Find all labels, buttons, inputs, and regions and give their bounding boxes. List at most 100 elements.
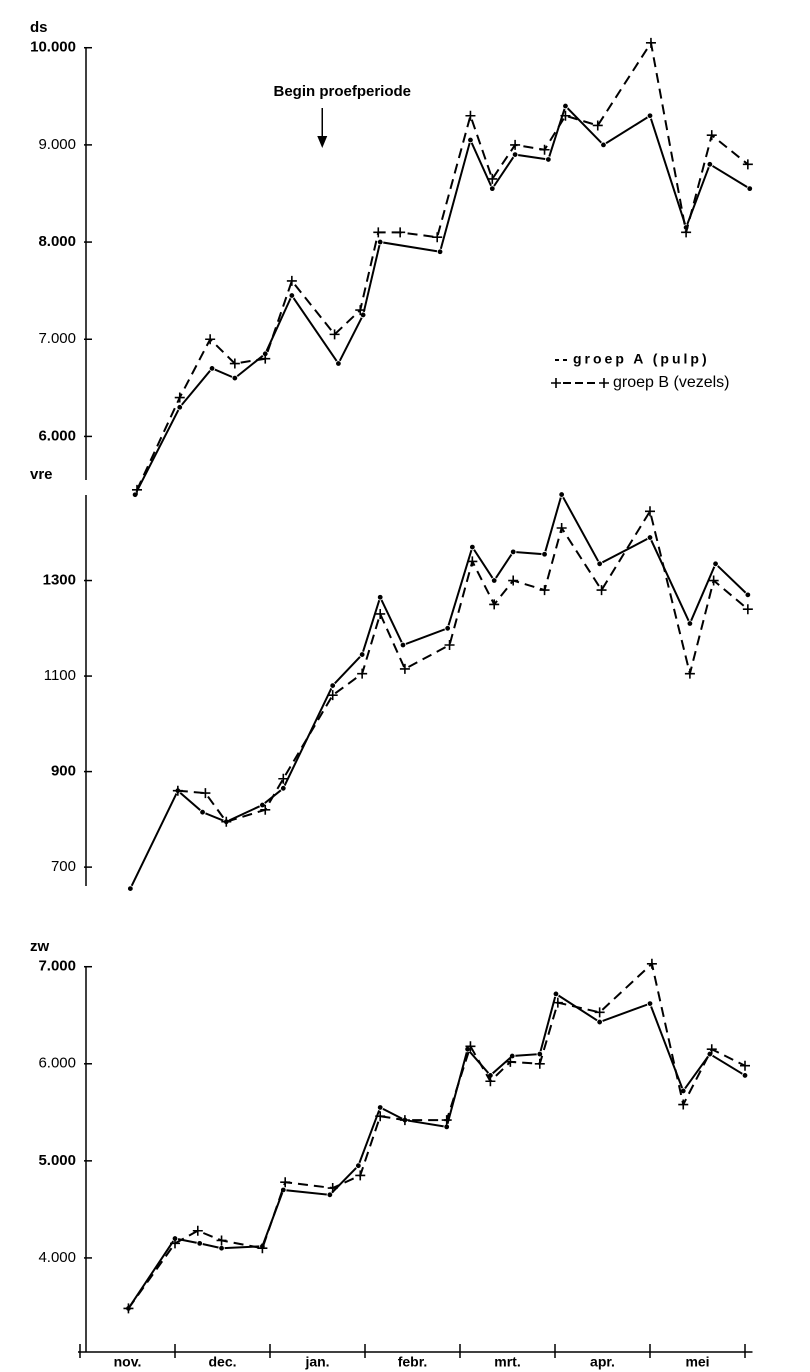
point bbox=[221, 816, 232, 827]
point bbox=[508, 575, 519, 586]
point bbox=[172, 785, 183, 796]
point bbox=[326, 1191, 334, 1199]
point bbox=[280, 1177, 291, 1188]
point bbox=[205, 334, 216, 345]
point bbox=[355, 1170, 366, 1181]
point bbox=[260, 353, 271, 364]
data-line bbox=[134, 104, 751, 496]
point bbox=[646, 534, 654, 541]
point bbox=[357, 668, 368, 679]
point bbox=[441, 1115, 452, 1126]
point bbox=[399, 641, 407, 649]
point bbox=[444, 640, 455, 651]
point bbox=[335, 360, 342, 367]
point bbox=[712, 560, 719, 568]
point bbox=[355, 305, 366, 316]
data-line bbox=[177, 508, 749, 823]
point bbox=[681, 227, 692, 238]
y-tick-label: 5.000 bbox=[38, 1152, 76, 1169]
point bbox=[467, 556, 478, 567]
point bbox=[231, 374, 239, 382]
y-tick-label: 7.000 bbox=[38, 958, 76, 975]
point bbox=[399, 1115, 410, 1126]
y-axis-label: vre bbox=[30, 466, 53, 483]
point bbox=[600, 141, 607, 149]
point bbox=[229, 358, 240, 369]
point bbox=[539, 585, 550, 596]
point bbox=[377, 594, 384, 601]
point bbox=[464, 1046, 471, 1053]
point bbox=[706, 130, 717, 141]
point bbox=[491, 577, 498, 584]
point bbox=[552, 990, 560, 998]
data-line bbox=[127, 961, 746, 1309]
point bbox=[552, 997, 563, 1008]
point bbox=[286, 275, 297, 286]
point bbox=[375, 608, 386, 619]
y-tick-label: 700 bbox=[51, 858, 76, 875]
point bbox=[646, 1000, 654, 1007]
point bbox=[489, 185, 496, 192]
point bbox=[596, 1018, 603, 1026]
data-line bbox=[127, 992, 746, 1309]
point bbox=[742, 604, 753, 615]
point bbox=[170, 1238, 180, 1249]
y-tick-label: 9.000 bbox=[38, 136, 76, 153]
point bbox=[708, 575, 719, 586]
point bbox=[746, 185, 753, 192]
point bbox=[741, 1072, 749, 1079]
point bbox=[706, 1044, 717, 1055]
point bbox=[355, 1162, 362, 1169]
point bbox=[536, 1050, 543, 1058]
point bbox=[744, 591, 752, 599]
point bbox=[208, 365, 216, 372]
point bbox=[646, 112, 654, 119]
point bbox=[541, 551, 548, 558]
point bbox=[329, 329, 340, 340]
legend-label: groep B (vezels) bbox=[613, 374, 730, 391]
point bbox=[556, 522, 567, 533]
point bbox=[259, 801, 266, 809]
point bbox=[359, 311, 367, 319]
point bbox=[199, 808, 206, 816]
point bbox=[684, 668, 695, 679]
point bbox=[487, 173, 498, 184]
y-tick-label: 1100 bbox=[44, 667, 76, 684]
point bbox=[558, 491, 565, 498]
point bbox=[192, 1225, 203, 1236]
point bbox=[560, 110, 571, 121]
point bbox=[562, 102, 569, 110]
y-axis-label: zw bbox=[30, 938, 50, 955]
point bbox=[176, 404, 183, 411]
point bbox=[216, 1235, 227, 1246]
annotation: Begin proefperiode bbox=[273, 83, 411, 100]
x-tick-label: mrt. bbox=[494, 1354, 520, 1370]
point bbox=[592, 120, 603, 131]
point bbox=[399, 663, 410, 674]
data-line bbox=[129, 491, 749, 890]
point bbox=[534, 1058, 545, 1069]
point bbox=[174, 392, 185, 403]
point bbox=[594, 1007, 605, 1018]
point bbox=[511, 151, 519, 158]
x-tick-label: apr. bbox=[590, 1354, 615, 1370]
arrow-head bbox=[317, 136, 328, 148]
point bbox=[444, 625, 451, 632]
point bbox=[742, 159, 753, 170]
point bbox=[260, 804, 271, 815]
x-tick-label: mei bbox=[685, 1354, 709, 1370]
point bbox=[545, 156, 552, 163]
y-axis-label: ds bbox=[30, 19, 48, 36]
point bbox=[505, 1056, 516, 1067]
point bbox=[127, 885, 134, 892]
x-tick-label: febr. bbox=[398, 1354, 428, 1370]
point bbox=[596, 560, 603, 568]
y-tick-label: 1300 bbox=[43, 571, 76, 588]
point bbox=[375, 1111, 386, 1122]
legend-swatch bbox=[551, 378, 609, 388]
point bbox=[510, 139, 521, 150]
y-tick-label: 8.000 bbox=[38, 233, 76, 250]
point bbox=[539, 144, 550, 155]
x-tick-label: dec. bbox=[208, 1354, 236, 1370]
